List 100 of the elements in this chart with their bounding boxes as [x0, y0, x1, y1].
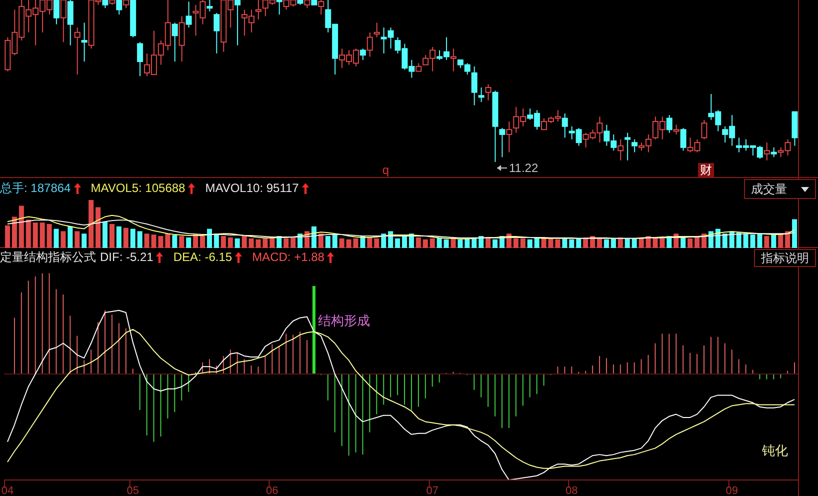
candlestick — [764, 142, 770, 161]
bar — [569, 239, 574, 248]
bar — [632, 238, 637, 248]
bar — [242, 236, 247, 248]
bar — [130, 228, 136, 248]
candlestick — [81, 22, 88, 62]
bar — [172, 235, 178, 248]
bar — [332, 234, 338, 248]
bar — [109, 224, 114, 248]
chart-title: 定量结构指标公式 — [0, 248, 96, 266]
bar — [116, 226, 122, 248]
candlestick — [74, 27, 80, 76]
bar — [144, 234, 150, 248]
bar — [757, 234, 762, 248]
bar — [610, 238, 616, 248]
bar — [367, 237, 372, 248]
candlestick — [450, 48, 456, 72]
annotation: 结构形成 — [318, 312, 370, 330]
text: 财 — [698, 163, 714, 177]
text: 指标说明 — [761, 250, 809, 266]
bar — [624, 238, 630, 248]
x-tick-label: 08 — [566, 485, 578, 496]
bar — [562, 238, 568, 248]
bar — [165, 234, 170, 248]
bar — [416, 237, 421, 248]
candlestick — [478, 86, 484, 103]
bar — [680, 237, 686, 248]
bar — [12, 216, 17, 248]
bar — [60, 231, 66, 248]
x-tick-label: 07 — [426, 485, 438, 496]
x-tick-label: 04 — [1, 485, 14, 496]
bar — [792, 219, 798, 248]
bar — [68, 226, 73, 248]
candlestick — [206, 0, 213, 12]
bar — [527, 239, 532, 248]
bar — [395, 238, 400, 248]
bar — [234, 238, 240, 248]
bar — [486, 238, 491, 248]
bar — [270, 237, 275, 248]
bar — [688, 238, 693, 248]
bar — [74, 231, 80, 248]
text: MAVOL5: 105688 — [90, 181, 186, 195]
bar — [513, 238, 518, 248]
bar — [764, 236, 770, 248]
bar — [40, 222, 45, 248]
bar — [96, 207, 101, 248]
candlestick — [178, 16, 185, 62]
bar — [179, 236, 184, 248]
bar — [228, 237, 233, 248]
bar — [660, 238, 665, 248]
bar — [597, 238, 602, 248]
bar — [26, 220, 31, 248]
text: DEA: -6.15 — [173, 250, 232, 264]
bar — [32, 222, 38, 248]
bar — [478, 236, 484, 248]
candlestick — [172, 22, 178, 62]
bar — [576, 238, 582, 248]
bar — [220, 236, 226, 248]
bar — [5, 225, 10, 248]
candlestick — [471, 66, 478, 106]
x-tick-label: 06 — [266, 485, 278, 496]
text: q — [381, 163, 390, 177]
bar — [458, 239, 463, 248]
bar — [541, 238, 546, 248]
bar — [444, 239, 449, 248]
bar — [46, 224, 52, 248]
bar — [604, 239, 609, 248]
bar — [492, 239, 498, 248]
bar — [262, 238, 268, 248]
x-tick-label: 05 — [126, 485, 139, 496]
candlestick — [673, 124, 680, 135]
bar — [325, 236, 330, 248]
candlestick — [562, 112, 568, 138]
text: 成交量 — [751, 180, 787, 198]
bar — [436, 237, 442, 248]
bar — [583, 237, 588, 248]
bar — [318, 234, 324, 248]
bar — [450, 238, 456, 248]
bar — [422, 239, 428, 248]
bar — [771, 234, 776, 248]
bar — [430, 238, 435, 248]
bar — [123, 228, 128, 248]
bar — [137, 231, 142, 248]
candlestick — [506, 121, 512, 153]
bar — [186, 237, 192, 248]
annotation: 钝化 — [762, 442, 788, 460]
bar — [88, 200, 94, 248]
bar — [381, 234, 386, 248]
candlestick — [255, 0, 262, 20]
text: MACD: +1.88 — [252, 250, 324, 264]
bar — [290, 237, 296, 248]
bar — [722, 234, 728, 248]
candlestick — [492, 90, 498, 162]
bar — [736, 232, 742, 248]
bar — [54, 228, 59, 248]
bar — [82, 234, 87, 248]
bar — [18, 206, 24, 248]
bar — [206, 228, 212, 248]
candlestick — [374, 22, 380, 38]
candlestick — [618, 138, 624, 161]
